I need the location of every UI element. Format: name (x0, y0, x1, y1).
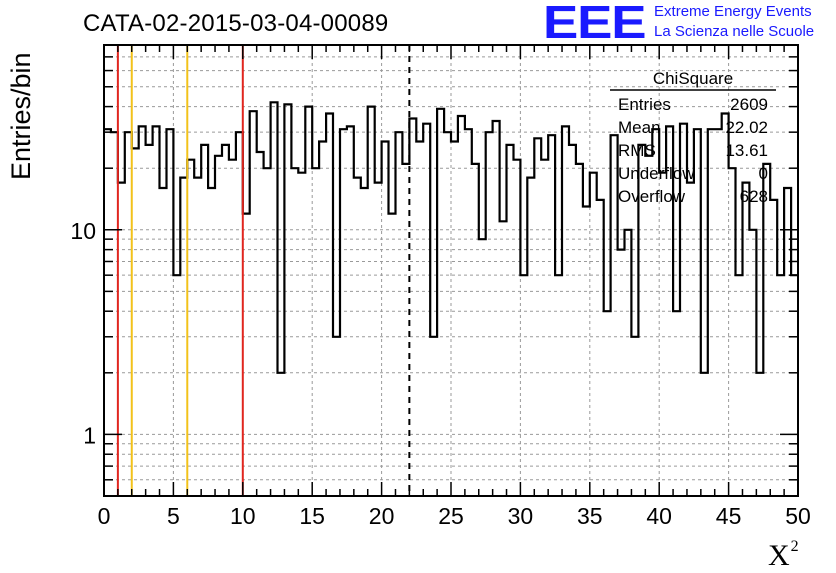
y-tick-label: 1 (83, 422, 96, 448)
x-tick-label: 25 (438, 503, 464, 529)
logo-caption: Extreme Energy Events La Scienza nelle S… (654, 2, 814, 42)
x-tick-label: 40 (646, 503, 672, 529)
grid-lines (104, 45, 798, 496)
stats-title: ChiSquare (653, 69, 733, 88)
stats-value: 13.61 (725, 141, 768, 160)
logo-letters: EEE (543, 0, 647, 48)
histogram-outline (104, 101, 798, 374)
eee-logo: EEE Extreme Energy Events La Scienza nel… (543, 0, 814, 48)
logo-line-2: La Scienza nelle Scuole (654, 23, 815, 40)
marker-lines (116, 45, 411, 496)
chart-title: CATA-02-2015-03-04-00089 (83, 10, 389, 37)
x-tick-label: 15 (299, 503, 325, 529)
logo-line-1: Extreme Energy Events (654, 3, 812, 20)
stats-value: 0 (759, 164, 768, 183)
stats-label: Mean (618, 118, 661, 137)
x-tick-label: 30 (508, 503, 534, 529)
x-tick-label: 50 (785, 503, 811, 529)
x-axis-label: X2 (768, 538, 799, 572)
y-tick-label: 10 (70, 218, 96, 244)
stats-value: 2609 (730, 95, 768, 114)
x-tick-label: 10 (230, 503, 256, 529)
axis-ticks: 0 5 10 15 20 25 30 35 40 45 50 1 10 (70, 45, 811, 529)
stats-box: ChiSquare Entries 2609 Mean 22.02 RMS 13… (610, 69, 776, 206)
stats-label: Overflow (618, 187, 686, 206)
stats-label: Entries (618, 95, 671, 114)
x-tick-label: 45 (716, 503, 742, 529)
x-tick-label: 5 (167, 503, 180, 529)
x-tick-label: 0 (98, 503, 111, 529)
stats-label: Underflow (618, 164, 695, 183)
x-tick-label: 20 (369, 503, 395, 529)
stats-value: 22.02 (725, 118, 768, 137)
stats-label: RMS (618, 141, 656, 160)
x-tick-label: 35 (577, 503, 603, 529)
stats-value: 628 (740, 187, 768, 206)
